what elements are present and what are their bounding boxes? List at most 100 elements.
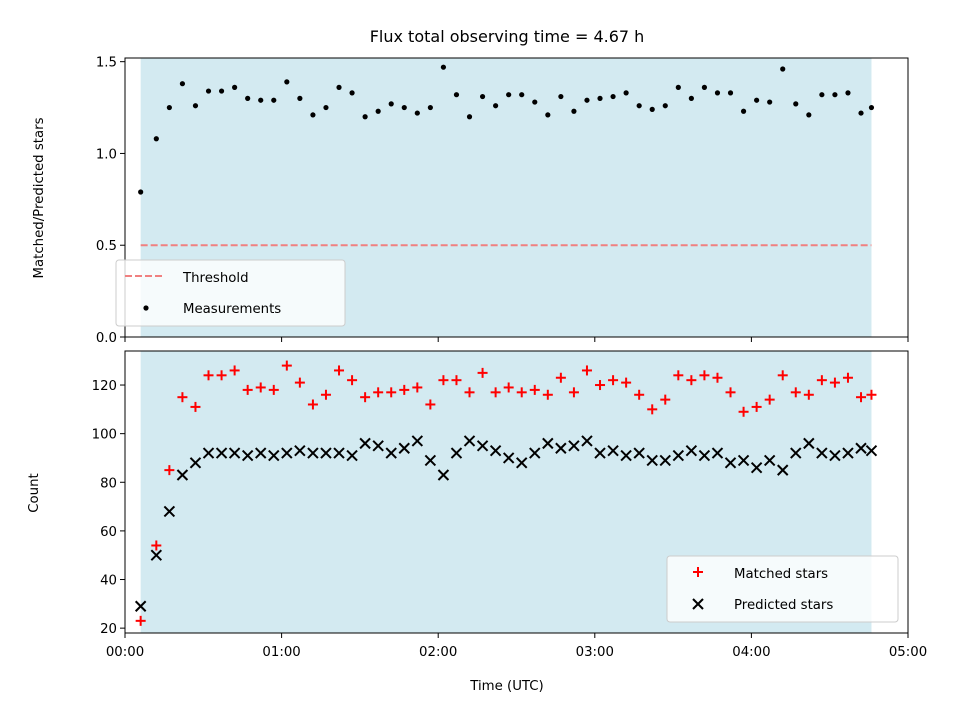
measurement-point	[258, 97, 264, 103]
predicted-point-b	[685, 444, 698, 457]
matched-point	[842, 372, 853, 383]
measurements-series	[138, 64, 875, 195]
matched-point	[738, 406, 749, 417]
bottom-legend-box	[666, 555, 899, 623]
predicted-point	[450, 447, 463, 459]
measurement-point	[218, 88, 225, 94]
predicted-point-b	[865, 444, 878, 457]
predicted-point	[581, 435, 593, 447]
predicted-point	[672, 449, 685, 462]
predicted-point	[620, 449, 632, 462]
measurement-point	[636, 103, 642, 109]
measurement-point	[767, 99, 773, 105]
predicted-point	[829, 449, 841, 462]
measurement-point	[858, 110, 864, 116]
matched-point	[621, 377, 632, 388]
matched-point	[595, 380, 606, 391]
predicted-point	[633, 447, 645, 459]
predicted-point-b	[594, 447, 606, 459]
matched-point	[816, 375, 827, 386]
matched-point	[673, 370, 684, 381]
predicted-legend-marker	[692, 598, 704, 610]
x-axis-title: Time (UTC)	[469, 679, 544, 694]
predicted-point-b	[202, 447, 215, 459]
predicted-point	[294, 444, 306, 457]
predicted-point-b	[790, 447, 802, 459]
predicted-point-b	[176, 469, 189, 481]
predicted-point	[372, 440, 384, 452]
bottom-y-axis: 20 40 60 80 100 120	[92, 379, 125, 637]
matched-point	[399, 384, 410, 395]
predicted-point-b	[450, 447, 463, 459]
matched-point	[135, 615, 146, 626]
measurement-point	[649, 106, 655, 112]
top-plot-frame	[124, 57, 909, 338]
measurement-point	[701, 84, 708, 90]
top-y-axis-title: Matched/Predicted stars	[32, 117, 47, 278]
predicted-point	[865, 444, 878, 457]
matched-stars-series	[135, 360, 877, 626]
predicted-point	[333, 447, 345, 459]
predicted-point	[463, 435, 476, 447]
measurement-point	[662, 103, 668, 109]
measurement-point	[558, 93, 564, 100]
predicted-point-b	[437, 469, 450, 481]
matched-point	[477, 367, 488, 378]
matched-point	[866, 389, 877, 400]
measurement-point	[297, 95, 303, 101]
measurement-point	[819, 92, 825, 98]
matched-point	[347, 375, 358, 386]
predicted-point-b	[268, 449, 280, 462]
y-tick-label: 1.0	[96, 147, 117, 162]
matched-point	[699, 370, 710, 381]
predicted-point-b	[763, 454, 776, 467]
predicted-point-b	[620, 449, 632, 462]
predicted-point	[437, 469, 450, 481]
predicted-point-b	[359, 437, 371, 450]
predicted-point	[241, 449, 254, 462]
predicted-point-b	[424, 454, 437, 467]
measurement-point	[688, 95, 694, 101]
predicted-point	[320, 447, 332, 459]
predicted-point-b	[228, 447, 241, 459]
x-tick-label: 03:00	[576, 645, 614, 660]
predicted-point-b	[842, 447, 854, 459]
predicted-point-b	[737, 454, 750, 467]
predicted-point-b	[542, 437, 554, 450]
predicted-point	[134, 600, 147, 612]
predicted-point-b	[150, 549, 163, 561]
measurement-point	[845, 90, 851, 96]
predicted-point	[685, 444, 698, 457]
matched-point	[360, 392, 371, 403]
matched-point	[647, 404, 658, 415]
predicted-point-b	[607, 444, 619, 457]
predicted-point-b	[294, 444, 306, 457]
measurement-point	[388, 101, 394, 107]
matched-point	[555, 372, 566, 383]
x-tick-label: 01:00	[262, 645, 300, 660]
measurement-point	[493, 103, 499, 109]
predicted-point-b	[529, 447, 541, 459]
measurement-point	[166, 104, 172, 111]
measurement-point	[323, 104, 329, 111]
matched-point	[425, 399, 436, 410]
x-tick-label: 05:00	[889, 645, 927, 660]
predicted-point	[502, 452, 515, 464]
matched-point	[581, 365, 592, 376]
matched-point	[829, 377, 840, 388]
y-tick-label: 60	[100, 525, 117, 540]
matched-point	[686, 375, 697, 386]
matched-point	[803, 389, 814, 400]
bottom-panel: 20 40 60 80 100 120 00:00 01:00 02:00 03:00 04:00…	[27, 350, 927, 694]
predicted-point-b	[816, 447, 828, 459]
predicted-point-b	[281, 447, 293, 459]
matched-point	[438, 375, 449, 386]
measurement-point	[310, 112, 316, 118]
measurement-point	[623, 90, 629, 96]
predicted-point	[594, 447, 606, 459]
measurement-point	[754, 97, 760, 103]
predicted-legend-label: Predicted stars	[734, 598, 833, 613]
matched-point	[268, 384, 279, 395]
predicted-point-b	[555, 442, 567, 454]
